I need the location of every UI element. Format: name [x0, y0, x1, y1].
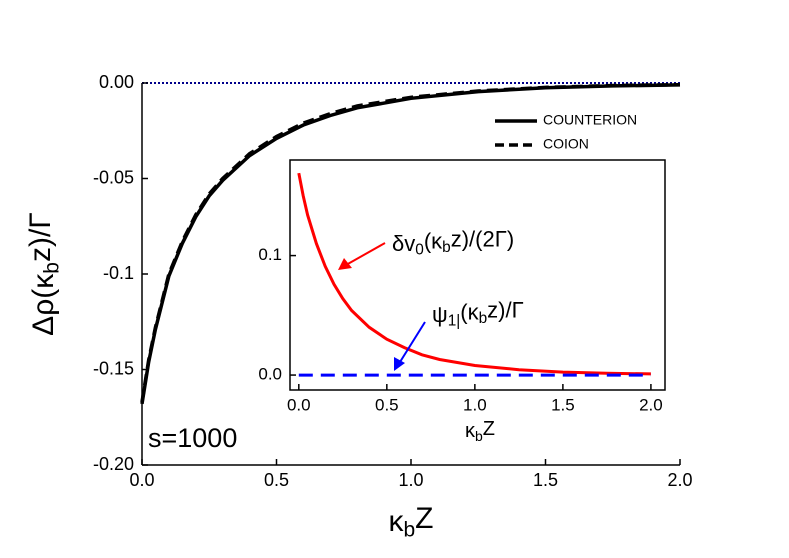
text-part: δv: [392, 231, 415, 256]
x-axis-label: κbZ: [465, 418, 495, 443]
text-part: b: [442, 239, 451, 256]
arrow-head: [338, 258, 352, 270]
y-tick-label: -0.15: [93, 358, 134, 378]
x-tick-label: 1.0: [463, 395, 487, 414]
text-part: ψ: [432, 302, 448, 327]
series-line: [297, 172, 651, 376]
arrows: [338, 242, 426, 371]
y-tick-label: -0.05: [93, 167, 134, 187]
plot-frame: [289, 159, 666, 391]
text-part: κ: [388, 505, 404, 538]
text-part: s=1000: [148, 423, 237, 453]
text-part: z)/Γ: [24, 212, 57, 262]
inset-plot: 0.00.10.0 0.5 1.0 1.5 2.0δv0(κbz)/(2Γ)ψ1|(κb…: [258, 159, 666, 444]
x-tick-label: 1.5: [551, 395, 575, 414]
text-part: b: [403, 518, 415, 541]
text-part: 1|: [448, 312, 461, 329]
x-tick-label: 2.0: [667, 470, 692, 490]
y-tick-label: 0.1: [258, 245, 282, 264]
text-part: κ: [465, 420, 476, 442]
y-tick-label: 0.00: [99, 72, 134, 92]
text-part: Z: [415, 502, 433, 535]
x-tick-label: 0.5: [375, 395, 399, 414]
text-part: Δρ(κ: [27, 273, 60, 336]
x-tick-label: 2.0: [639, 395, 663, 414]
arrow: [399, 321, 426, 363]
arrow-head: [394, 357, 405, 371]
text-part: z)/Γ: [487, 297, 524, 322]
text-part: Z: [483, 418, 495, 440]
text-part: (κ: [424, 229, 443, 254]
text-part: b: [475, 428, 483, 444]
y-axis-label: Δρ(κbz)/Γ: [24, 212, 63, 336]
arrow: [345, 242, 386, 266]
text-part: (κ: [460, 300, 479, 325]
y-tick-label: 0.0: [258, 365, 282, 384]
x-tick-label: 1.5: [533, 470, 558, 490]
series-line: [140, 82, 681, 403]
annotation: ψ1|(κbz)/Γ: [432, 297, 524, 329]
annotation: s=1000: [148, 423, 237, 453]
legend-label: COION: [543, 136, 589, 152]
x-tick-label: 0.5: [264, 470, 289, 490]
x-tick-label: 0.0: [129, 470, 154, 490]
legend-label: COUNTERION: [543, 112, 637, 128]
x-tick-label: 0.0: [287, 395, 311, 414]
text-part: z)/(2Γ): [451, 226, 514, 251]
annotation: δv0(κbz)/(2Γ): [392, 226, 514, 258]
main-plot: 0.00-0.05-0.1-0.15-0.200.0 0.5 1.0 1.5 2.0CO…: [24, 72, 693, 541]
text-part: b: [40, 262, 63, 274]
y-tick-label: -0.1: [103, 263, 134, 283]
text-part: 0: [415, 241, 424, 258]
y-tick-label: -0.20: [93, 454, 134, 474]
x-tick-label: 1.0: [398, 470, 423, 490]
text-part: b: [479, 310, 488, 327]
x-axis-label: κbZ: [388, 502, 433, 541]
